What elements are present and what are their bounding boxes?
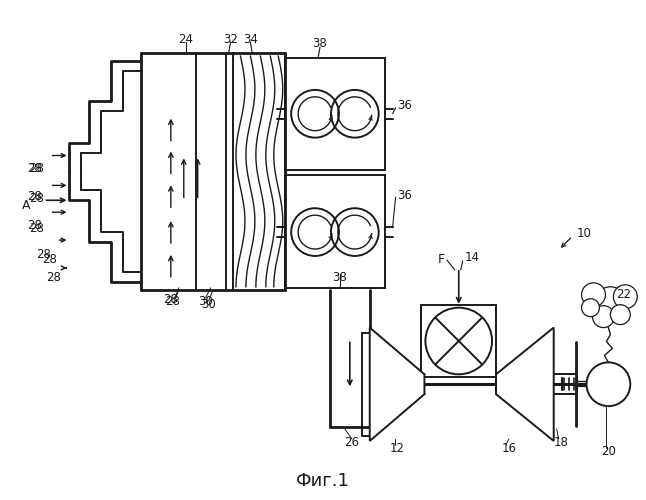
- Text: 38: 38: [313, 36, 328, 50]
- Text: 22: 22: [616, 288, 631, 301]
- Text: 24: 24: [178, 32, 193, 46]
- Circle shape: [594, 287, 627, 318]
- Text: 28: 28: [163, 293, 178, 306]
- Text: 36: 36: [397, 100, 412, 112]
- Text: 26: 26: [344, 436, 359, 450]
- Text: 28: 28: [165, 295, 180, 308]
- Text: 28: 28: [27, 218, 42, 232]
- Bar: [421, 304, 496, 378]
- Circle shape: [581, 283, 605, 306]
- Text: 28: 28: [36, 248, 51, 262]
- Text: 38: 38: [333, 272, 348, 284]
- Text: F: F: [437, 254, 444, 266]
- Text: 28: 28: [29, 162, 44, 175]
- Text: A: A: [23, 198, 31, 212]
- Text: 18: 18: [553, 436, 568, 450]
- Text: 36: 36: [397, 189, 412, 202]
- Polygon shape: [370, 328, 424, 441]
- Text: 28: 28: [29, 222, 44, 234]
- Text: 30: 30: [202, 298, 216, 311]
- Text: 28: 28: [29, 192, 44, 205]
- Text: 28: 28: [27, 162, 42, 175]
- Circle shape: [587, 362, 630, 406]
- Circle shape: [610, 304, 630, 324]
- Text: 20: 20: [601, 446, 616, 458]
- Text: 28: 28: [46, 272, 61, 284]
- Bar: [286, 58, 384, 170]
- Text: Фиг.1: Фиг.1: [296, 472, 350, 490]
- Polygon shape: [496, 328, 554, 441]
- Text: 10: 10: [577, 226, 592, 239]
- Circle shape: [581, 298, 599, 316]
- Text: 16: 16: [501, 442, 516, 456]
- Circle shape: [614, 285, 637, 308]
- Text: 14: 14: [464, 252, 480, 264]
- Text: 12: 12: [390, 442, 405, 456]
- Circle shape: [592, 306, 614, 328]
- Text: 34: 34: [243, 32, 258, 46]
- Text: 32: 32: [223, 32, 238, 46]
- Bar: [286, 176, 384, 288]
- Text: G: G: [603, 377, 614, 391]
- Text: 28: 28: [42, 254, 57, 266]
- Text: 28: 28: [27, 190, 42, 203]
- Text: 30: 30: [198, 295, 213, 308]
